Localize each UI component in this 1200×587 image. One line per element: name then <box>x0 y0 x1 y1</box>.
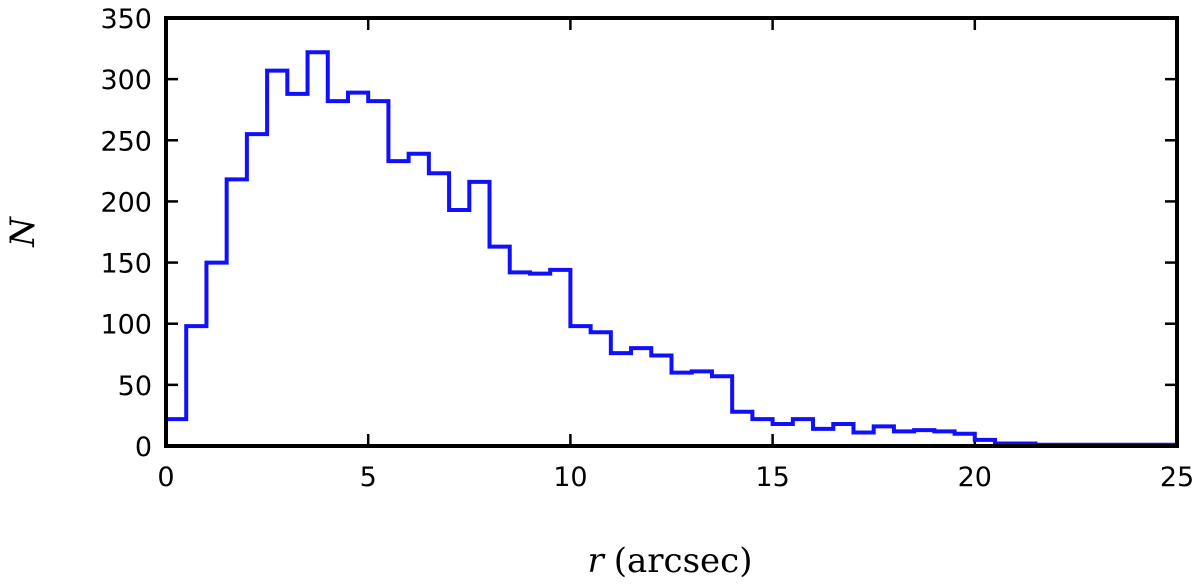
plot-frame <box>164 16 1179 448</box>
x-axis-label: r (arcsec) <box>588 541 753 581</box>
x-axis-unit: (arcsec) <box>614 541 753 581</box>
x-axis-symbol: r <box>588 541 606 581</box>
y-tick-label: 300 <box>100 65 152 96</box>
y-tick-label: 350 <box>100 4 152 35</box>
y-tick-label: 0 <box>135 432 152 463</box>
y-tick-label: 50 <box>118 371 152 402</box>
x-tick-label: 5 <box>360 462 377 493</box>
series-layer <box>164 50 1179 447</box>
y-tick-label: 200 <box>100 187 152 218</box>
y-tick-label: 250 <box>100 126 152 157</box>
ticks-layer <box>164 16 1179 448</box>
histogram-step-line <box>164 50 1179 447</box>
x-tick-label: 10 <box>553 462 587 493</box>
y-axis-label: N <box>3 216 43 248</box>
y-tick-label: 100 <box>100 310 152 341</box>
x-tick-label: 15 <box>755 462 789 493</box>
x-tick-label: 20 <box>958 462 992 493</box>
x-tick-label: 25 <box>1160 462 1194 493</box>
x-tick-label: 0 <box>157 462 174 493</box>
y-tick-label: 150 <box>100 249 152 280</box>
